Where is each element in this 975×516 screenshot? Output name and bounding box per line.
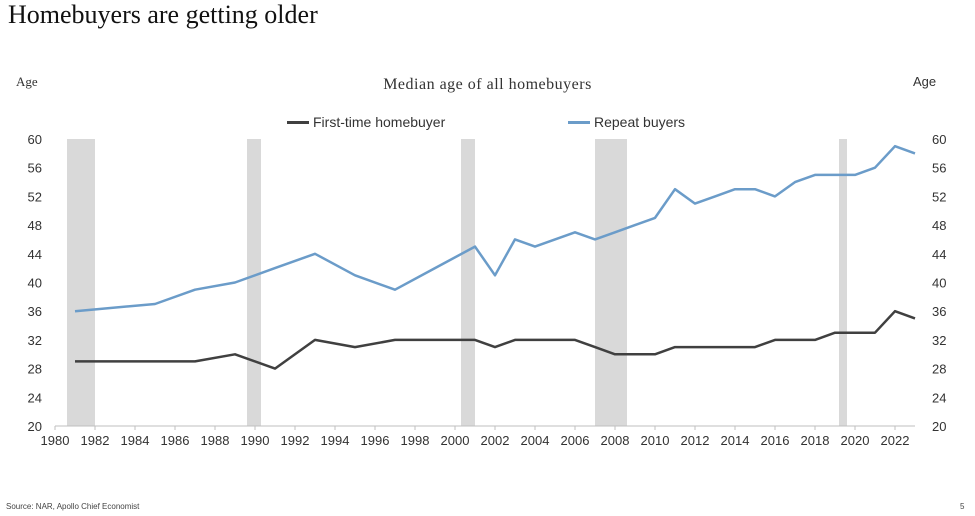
y-tick-label-right-44: 44 (932, 247, 946, 262)
y-tick-label-left-32: 32 (28, 333, 42, 348)
y-tick-label-left-48: 48 (28, 218, 42, 233)
x-tick-label-2022: 2022 (881, 433, 910, 448)
x-tick-label-2010: 2010 (641, 433, 670, 448)
legend-label-repeat: Repeat buyers (594, 114, 686, 130)
x-tick-label-1998: 1998 (401, 433, 430, 448)
x-tick-label-1986: 1986 (161, 433, 190, 448)
y-tick-label-left-24: 24 (28, 390, 42, 405)
y-tick-label-right-20: 20 (932, 419, 946, 434)
recession-band-3 (595, 139, 627, 426)
y-tick-label-right-60: 60 (932, 132, 946, 147)
y-tick-label-left-20: 20 (28, 419, 42, 434)
x-tick-label-1990: 1990 (241, 433, 270, 448)
chart-title: Median age of all homebuyers (383, 76, 592, 93)
recession-band-0 (67, 139, 95, 426)
y-tick-label-left-52: 52 (28, 189, 42, 204)
y-tick-label-left-44: 44 (28, 247, 42, 262)
y-tick-label-right-56: 56 (932, 161, 946, 176)
legend-item-first-time: First-time homebuyer (287, 114, 445, 130)
legend-swatch-repeat (568, 120, 590, 124)
recession-band-4 (839, 139, 847, 426)
x-tick-label-2018: 2018 (801, 433, 830, 448)
y-tick-label-left-36: 36 (28, 304, 42, 319)
x-tick-label-2012: 2012 (681, 433, 710, 448)
right-axis-label: Age (913, 74, 937, 89)
source-note: Source: NAR, Apollo Chief Economist (6, 502, 140, 511)
x-tick-label-2006: 2006 (561, 433, 590, 448)
x-tick-label-1988: 1988 (201, 433, 230, 448)
series-line-0 (75, 309, 916, 370)
slide-title: Homebuyers are getting older (8, 0, 318, 29)
x-tick-label-2008: 2008 (601, 433, 630, 448)
legend-swatch-first-time (287, 120, 309, 124)
x-tick-label-1984: 1984 (121, 433, 150, 448)
x-tick-label-1994: 1994 (321, 433, 350, 448)
x-tick-label-1980: 1980 (41, 433, 70, 448)
y-tick-label-right-24: 24 (932, 390, 946, 405)
x-tick-label-2020: 2020 (841, 433, 870, 448)
x-tick-label-2016: 2016 (761, 433, 790, 448)
y-tick-label-left-56: 56 (28, 161, 42, 176)
page-number: 5 (960, 502, 965, 511)
legend-item-repeat: Repeat buyers (568, 114, 685, 130)
x-tick-label-2000: 2000 (441, 433, 470, 448)
legend-label-first-time: First-time homebuyer (313, 114, 446, 130)
y-tick-label-right-52: 52 (932, 189, 946, 204)
x-tick-label-2004: 2004 (521, 433, 550, 448)
x-tick-label-2014: 2014 (721, 433, 750, 448)
x-tick-label-1996: 1996 (361, 433, 390, 448)
x-tick-label-2002: 2002 (481, 433, 510, 448)
y-tick-label-right-48: 48 (932, 218, 946, 233)
y-tick-label-right-36: 36 (932, 304, 946, 319)
y-tick-label-right-28: 28 (932, 362, 946, 377)
y-tick-label-left-60: 60 (28, 132, 42, 147)
x-tick-label-1992: 1992 (281, 433, 310, 448)
y-tick-label-left-40: 40 (28, 276, 42, 291)
left-axis-label: Age (16, 74, 38, 89)
y-tick-label-right-40: 40 (932, 276, 946, 291)
y-tick-label-right-32: 32 (932, 333, 946, 348)
recession-band-1 (247, 139, 261, 426)
y-tick-label-left-28: 28 (28, 362, 42, 377)
x-tick-label-1982: 1982 (81, 433, 110, 448)
recession-band-2 (461, 139, 475, 426)
series-line-1 (74, 144, 916, 313)
